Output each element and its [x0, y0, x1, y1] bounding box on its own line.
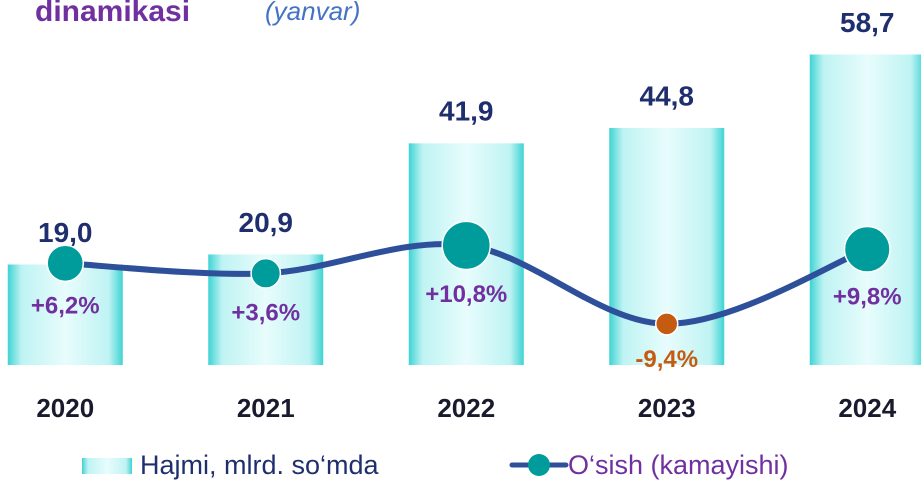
data-label: +3,6% — [231, 299, 300, 326]
legend-swatch — [82, 458, 132, 474]
x-tick-label: 2022 — [437, 393, 495, 423]
x-tick-label: 2024 — [838, 393, 896, 423]
data-label: -9,4% — [635, 346, 698, 373]
data-label: 44,8 — [640, 80, 695, 111]
data-label: 58,7 — [840, 7, 895, 38]
data-label: +10,8% — [425, 281, 507, 308]
data-label: 41,9 — [439, 96, 494, 127]
marker — [250, 257, 282, 289]
x-tick-label: 2020 — [36, 393, 94, 423]
marker — [46, 244, 85, 283]
legend-label: O‘sish (kamayishi) — [568, 450, 789, 480]
data-label: +9,8% — [833, 283, 902, 310]
bar — [809, 54, 921, 366]
data-label: 20,9 — [239, 207, 294, 238]
x-tick-label: 2023 — [638, 393, 696, 423]
marker — [655, 312, 679, 336]
legend-marker — [528, 454, 550, 476]
legend: Hajmi, mlrd. so‘mda O‘sish (kamayishi) — [82, 450, 789, 480]
x-tick-label: 2021 — [237, 393, 295, 423]
data-label: 19,0 — [38, 217, 93, 248]
legend-label: Hajmi, mlrd. so‘mda — [140, 450, 380, 480]
marker — [843, 225, 891, 273]
data-label: +6,2% — [31, 293, 100, 320]
chart-subtitle: (yanvar) — [265, 0, 360, 26]
marker — [441, 220, 492, 271]
chart-title: dinamikasi — [35, 0, 190, 28]
